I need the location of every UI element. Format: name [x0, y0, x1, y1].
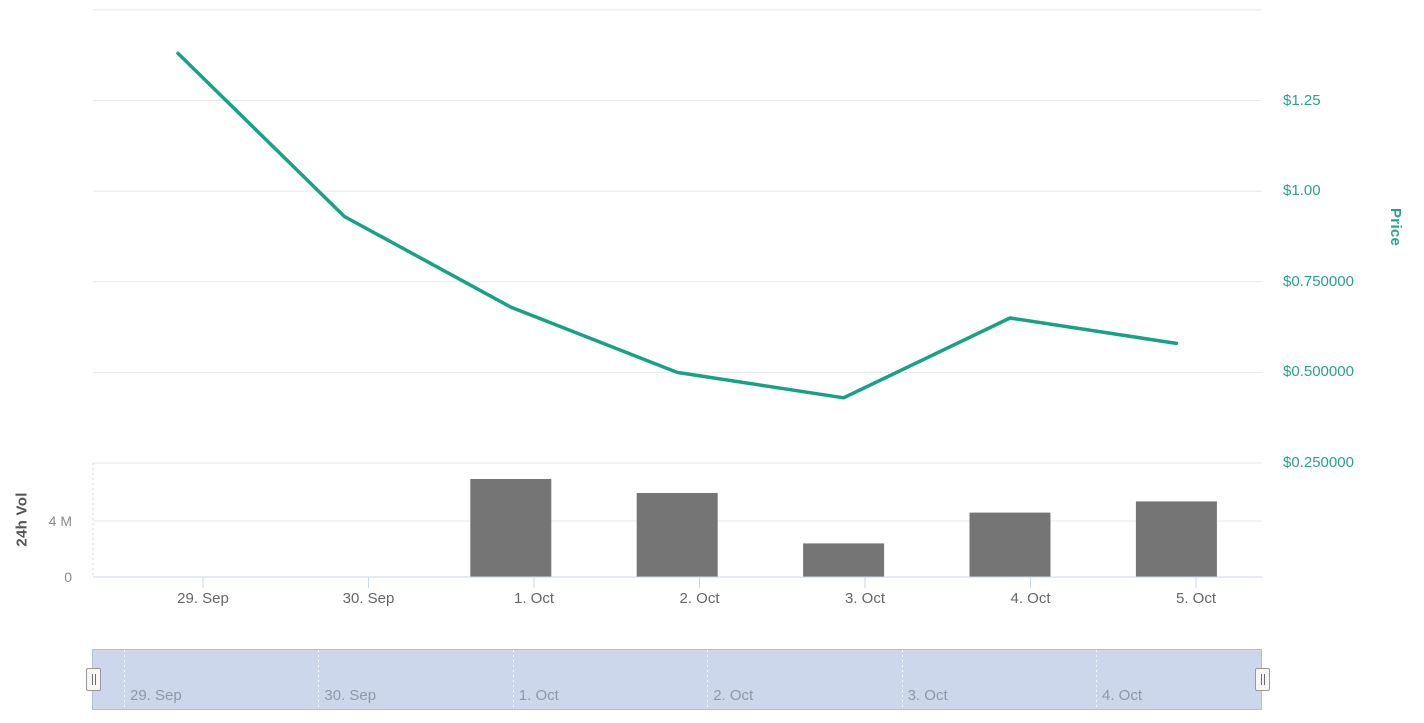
volume-bar[interactable] [636, 493, 718, 577]
navigator-gridline [318, 650, 320, 709]
x-axis-date-label: 29. Sep [177, 590, 229, 607]
navigator-handle-right-icon[interactable] [1255, 668, 1270, 691]
navigator-gridline [901, 650, 903, 709]
volume-bar[interactable] [470, 479, 552, 577]
navigator-date-label: 2. Oct [713, 687, 754, 704]
volume-axis-title: 24h Vol [13, 492, 31, 547]
price-axis-tick-label: $0.500000 [1283, 363, 1354, 381]
volume-bar[interactable] [969, 512, 1051, 577]
x-axis-date-label: 30. Sep [342, 590, 395, 607]
navigator-handle-left-icon[interactable] [86, 668, 101, 691]
navigator[interactable]: 29. Sep 30. Sep 1. Oct 2. Oct 3. Oct 4. Oct [92, 649, 1262, 710]
x-axis-date-label: 5. Oct [1175, 590, 1216, 607]
x-axis-date-label: 3. Oct [844, 590, 885, 607]
x-axis-date-label: 1. Oct [513, 590, 554, 607]
navigator-gridline [1096, 650, 1097, 709]
navigator-date-label: 1. Oct [518, 687, 559, 704]
navigator-date-label: 3. Oct [907, 687, 948, 704]
x-axis-date-label: 4. Oct [1010, 590, 1051, 607]
navigator-gridline [512, 650, 514, 709]
volume-bar[interactable] [1135, 501, 1217, 577]
volume-axis-tick-label: 4 M [48, 513, 72, 529]
price-axis-tick-label: $1.00 [1283, 182, 1321, 200]
volume-axis-tick-label: 0 [64, 569, 72, 585]
navigator-date-label: 29. Sep [130, 687, 182, 704]
navigator-gridline [707, 650, 709, 709]
price-axis-title: Price [1387, 208, 1404, 247]
volume-bar[interactable] [803, 543, 885, 577]
navigator-date-label: 30. Sep [324, 687, 377, 704]
price-line[interactable] [176, 51, 1179, 400]
price-axis-tick-label: $1.25 [1283, 91, 1321, 109]
navigator-gridline [124, 650, 125, 709]
navigator-date-label: 4. Oct [1102, 687, 1143, 704]
x-axis-date-label: 2. Oct [679, 590, 720, 607]
price-axis-tick-label: $0.250000 [1283, 454, 1354, 471]
price-axis-tick-label: $0.750000 [1283, 272, 1354, 290]
